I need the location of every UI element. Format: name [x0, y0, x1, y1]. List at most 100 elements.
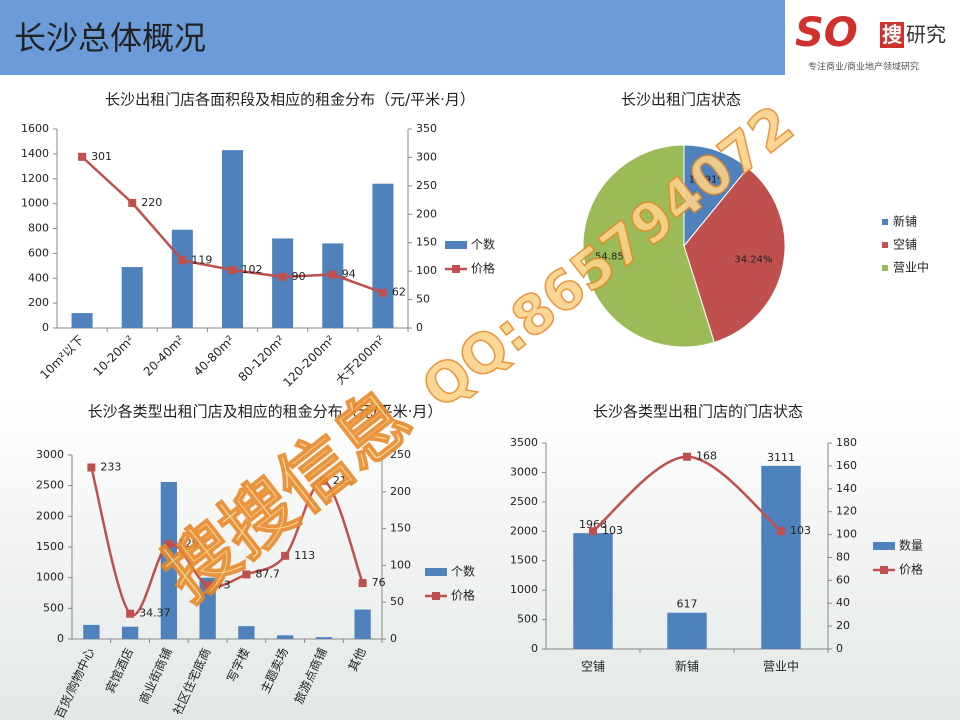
line-label: 113: [294, 549, 315, 562]
line-marker: [358, 579, 367, 588]
line-label: 34.37: [139, 607, 171, 620]
line-marker: [281, 551, 290, 560]
line-marker: [378, 288, 387, 297]
legend-swatch: [873, 542, 895, 550]
logo-search: 搜: [882, 23, 903, 47]
y-tick-label: 800: [28, 222, 49, 235]
legend-label: 数量: [899, 538, 923, 553]
bar: [354, 609, 371, 639]
pie-label: 10.91%: [689, 174, 727, 185]
line-marker: [203, 581, 212, 590]
y-tick-label: 1500: [36, 540, 64, 553]
y2-tick-label: 300: [416, 150, 437, 163]
line-marker: [126, 609, 135, 618]
line-label: 73: [217, 578, 231, 591]
y-tick-label: 0: [57, 632, 64, 645]
line-marker: [242, 570, 251, 579]
pie-label: 34.24%: [734, 254, 772, 265]
y-tick-label: 1000: [21, 197, 49, 210]
logo-box: [785, 0, 960, 78]
pie-slice: [683, 167, 786, 343]
chart-title: 长沙各类型出租门店的门店状态: [593, 403, 803, 421]
bar-label: 3111: [767, 451, 795, 464]
y2-tick-label: 0: [836, 642, 843, 655]
bar: [121, 626, 139, 639]
y-tick-label: 3500: [510, 436, 538, 449]
x-tick-label: 营业中: [763, 659, 799, 674]
bar: [160, 481, 178, 639]
y2-tick-label: 0: [416, 321, 423, 334]
y-tick-label: 200: [28, 296, 49, 309]
line-label: 90: [292, 270, 306, 283]
page-title: 长沙总体概况: [14, 19, 206, 57]
y2-tick-label: 200: [416, 207, 437, 220]
bar: [573, 533, 613, 649]
legend-label: 空铺: [893, 238, 917, 252]
pie-slice: [582, 144, 715, 348]
y2-tick-label: 50: [390, 595, 404, 608]
bar: [761, 465, 801, 649]
y2-tick-label: 60: [836, 573, 850, 586]
line-label: 215: [333, 474, 354, 487]
y2-tick-label: 100: [416, 264, 437, 277]
y-tick-label: 1500: [510, 554, 538, 567]
y-tick-label: 1000: [510, 583, 538, 596]
y-tick-label: 3000: [510, 465, 538, 478]
y2-tick-label: 150: [416, 236, 437, 249]
y-tick-label: 2500: [36, 479, 64, 492]
line-label: 220: [141, 196, 162, 209]
y2-tick-label: 0: [390, 632, 397, 645]
bar: [372, 183, 394, 328]
line-marker: [278, 272, 287, 281]
bar: [315, 637, 333, 639]
bar: [667, 612, 707, 649]
logo-mark: SO: [795, 10, 858, 56]
line-label: 103: [790, 524, 811, 537]
legend-label: 新铺: [893, 214, 917, 229]
pie-slice: [683, 144, 749, 248]
y2-tick-label: 180: [836, 436, 857, 449]
legend-label: 营业中: [893, 260, 929, 275]
y-tick-label: 500: [517, 613, 538, 626]
y-tick-label: 2000: [510, 524, 538, 537]
x-tick-label: 空铺: [581, 660, 605, 674]
line-label: 233: [100, 461, 121, 474]
y2-tick-label: 80: [836, 550, 850, 563]
chart-title: 长沙出租门店状态: [621, 91, 741, 109]
line-label: 94: [342, 268, 356, 281]
line-marker: [319, 476, 328, 485]
line-marker: [128, 198, 137, 207]
y2-tick-label: 50: [416, 293, 430, 306]
line-marker: [777, 527, 785, 536]
legend-swatch: [425, 568, 447, 576]
legend-label: 个数: [471, 237, 495, 252]
y2-tick-label: 20: [836, 619, 850, 632]
line-label: 102: [242, 263, 263, 276]
bar: [83, 624, 100, 639]
y-tick-label: 600: [28, 246, 49, 259]
y2-tick-label: 250: [390, 448, 411, 461]
y-tick-label: 400: [28, 271, 49, 284]
line-marker: [589, 527, 597, 536]
legend-marker: [880, 566, 888, 574]
line-marker: [228, 266, 237, 275]
bar: [322, 243, 344, 328]
bar: [121, 267, 143, 328]
line-marker: [87, 463, 96, 472]
bar: [71, 313, 93, 328]
chart-title: 长沙各类型出租门店及相应的租金分布（元/平米·月）: [88, 403, 443, 421]
legend-swatch: [882, 265, 888, 271]
legend-swatch: [882, 242, 888, 248]
y2-tick-label: 40: [836, 596, 850, 609]
line-label: 129: [178, 537, 199, 550]
bar: [221, 150, 244, 328]
line-label: 301: [91, 150, 112, 163]
bar: [272, 238, 294, 328]
y-tick-label: 1600: [21, 122, 49, 135]
bar: [276, 635, 294, 639]
y2-tick-label: 150: [390, 522, 411, 535]
x-tick-label: 新铺: [675, 659, 699, 674]
y2-tick-label: 120: [836, 505, 857, 518]
bar: [238, 626, 255, 639]
